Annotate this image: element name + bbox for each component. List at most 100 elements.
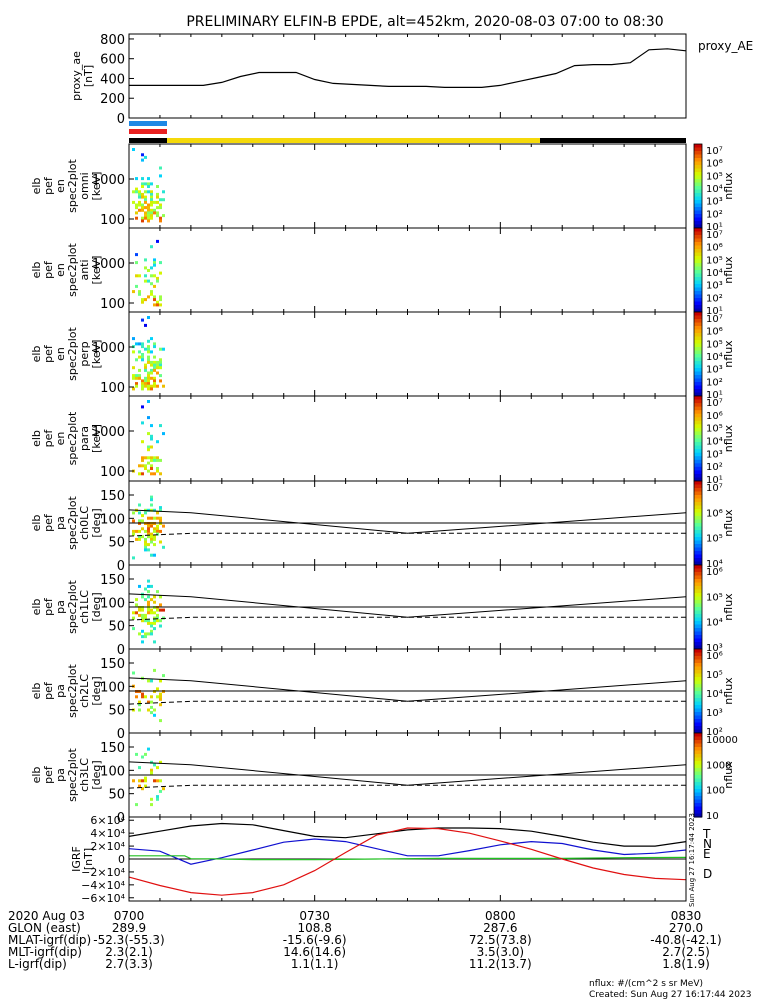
panel-perp-pixel [147,384,150,388]
panel-ch1LC-pixel [150,632,153,636]
panel-omni-cbar-label: nflux [722,172,735,200]
panel-omni-pixel [147,185,150,188]
panel-ch2LC-cbar-cell [694,652,702,657]
panel-ch3LC-pixel [144,784,147,788]
panel-anti-pixel [138,274,141,278]
panel-para-pixel [147,400,150,403]
panel-perp-pixel [150,376,153,380]
panel-perp-pixel [153,355,156,359]
panel-ch0LC-cbar-cell [694,544,702,549]
panel-ch1LC-cbar-cell [694,635,702,640]
panel-perp-pixel [147,345,150,349]
panel-para-pixel [150,472,153,476]
panel-ch1LC-pixel [147,600,150,604]
panel-ch3LC-pixel [147,747,150,751]
panel-perp-cbar-cell [694,343,702,348]
panel-ch1LC-cbar-tick: 10⁵ [706,592,723,603]
panel-anti-cbar-cell [694,235,702,240]
panel-ch1LC-cbar-cell [694,642,702,647]
panel-omni-pixel [147,182,150,186]
panel-ch0LC-pixel [141,527,144,531]
panel-para-pixel [138,472,141,476]
panel-perp-cbar-tick: 10⁵ [706,339,723,350]
panel-perp-pixel [135,358,138,362]
panel-perp-pixel [159,379,162,383]
panel-omni-cbar-tick: 10¹ [706,222,723,233]
panel-ch0LC-pixel [153,543,156,547]
panel-perp-pixel [153,345,156,349]
panel-ch2LC-pixel [153,713,156,717]
panel-ch3LC-cbar-cell [694,747,702,752]
panel-ch1LC-pixel [138,632,141,636]
panel-ch3LC-pixel [156,797,159,801]
panel-ch0LC-pixel [147,524,150,528]
panel-ch3LC-pixel [132,779,135,783]
panel-perp-pixel [159,374,162,378]
panel-anti-pixel [147,279,150,283]
panel-ch0LC-pixel [159,529,162,533]
panel-ch3LC-cbar-tick: 1000 [706,760,731,771]
panel-omni-cbar-tick: 10⁷ [706,146,723,157]
panel-omni-cbar-cell [694,147,702,152]
panel-perp-pixel [144,376,147,380]
panel-para-pixel [156,440,159,444]
panel-ch1LC-pixel [141,613,144,617]
igrf-ytick-label: 0 [118,853,125,866]
panel-perp-pixel [147,350,150,354]
panel-ch3LC-cbar-frame [693,732,703,818]
panel-perp-cbar-cell [694,315,702,320]
panel-ch0LC-cbar-cell [694,491,702,496]
panel-ch1LC-ylabel-2: pa [54,600,67,614]
panel-ch1LC-pixel [153,611,156,615]
panel-omni-pixel [162,198,165,202]
panel-anti-ylabel-1: pef [42,260,55,279]
panel-para-cbar-tick: 10⁵ [706,424,723,435]
panel-anti-cbar-cell [694,245,702,250]
panel-perp-pixel [144,384,147,388]
footer-row-value: 289.9 [112,921,146,935]
panel-ch2LC-cbar-tick: 10⁶ [706,651,723,662]
panel-ch2LC-cbar-tick: 10⁴ [706,689,723,700]
panel-perp-cbar-cell [694,333,702,338]
panel-ch0LC-pixel [138,503,141,507]
panel-para-pixel [147,456,150,460]
panel-omni-pixel [150,203,153,207]
panel-para-cbar-cell [694,420,702,425]
orbit-bars [129,121,686,143]
panel-anti-pixel [153,303,156,307]
panel-omni-pixel [144,216,147,220]
panel-ch3LC-cbar-cell [694,743,702,748]
panel-ch2LC-cbar-cell [694,680,702,685]
panel-omni-pixel [150,198,153,202]
panel-anti-cbar-cell [694,231,702,236]
panel-ch0LC-cbar-cell [694,537,702,542]
panel-anti-pixel [150,245,153,249]
footer-row-label: L-igrf(dip) [8,957,67,971]
panel-omni-cbar-cell [694,200,702,205]
proxy-ae-ytick-label: 0 [117,112,125,127]
proxy-ae-ytick-label: 800 [100,33,125,48]
panel-ch0LC-cbar-cell [694,526,702,531]
panel-omni-pixel [135,203,138,207]
panel-ch2LC-pixel [150,679,153,683]
panel-omni-cbar-cell [694,186,702,191]
panel-ch1LC-pixel [150,621,153,625]
bar-red [129,129,167,134]
panel-perp-pixel [150,384,153,388]
panel-omni-pixel [156,211,159,215]
panel-para-cbar-cell [694,463,702,468]
panel-ch0LC-cbar-cell [694,523,702,528]
panel-ch3LC-cbar-tick: 10000 [706,735,738,746]
panel-ch2LC-cbar-cell [694,684,702,689]
panel-ch1LC-pixel [159,624,162,628]
panel-perp-pixel [153,360,156,364]
panel-ch3LC-cbar-cell [694,740,702,745]
panel-anti-ylabel-5: [keV] [90,256,103,285]
panel-anti-pixel [153,284,156,288]
panel-omni-cbar-tick: 10⁵ [706,171,723,182]
panel-ch0LC-pixel [150,553,153,557]
panel-para-cbar-tick: 10⁴ [706,437,723,448]
panel-ch2LC-cbar-cell [694,705,702,710]
panel-para-pixel [153,456,156,460]
panel-ch0LC-cbar-cell [694,547,702,552]
